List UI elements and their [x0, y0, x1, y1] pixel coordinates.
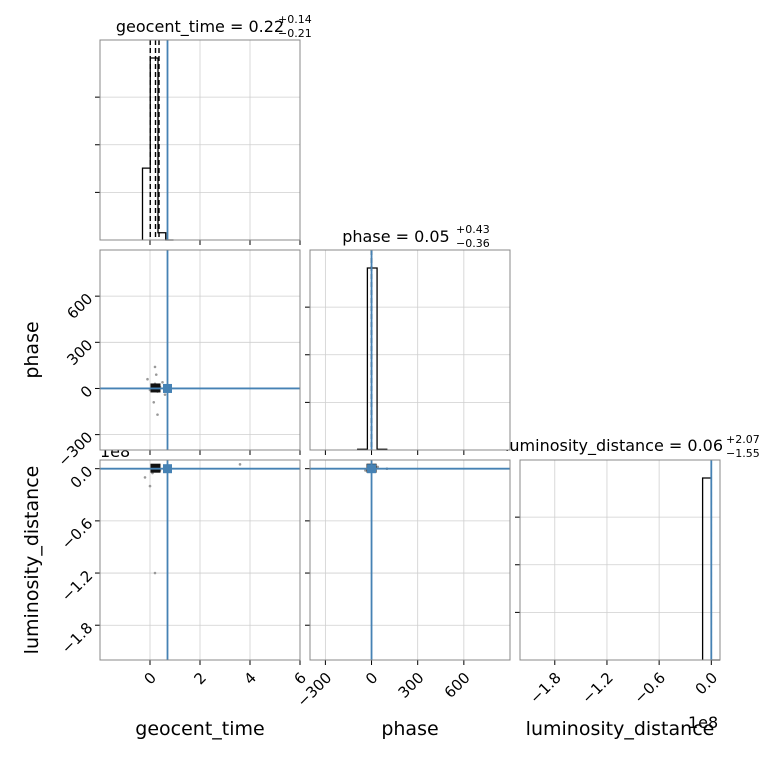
- scatter-panel-phase-luminosity_distance-point-2: [376, 465, 379, 469]
- offset-label-lum-x: 1e8: [688, 713, 718, 732]
- scatter-panel-phase-luminosity_distance-border: [309, 459, 511, 661]
- hist-panel-geocent_time: [95, 39, 301, 245]
- tick-label-x-phase-3: 600: [441, 669, 474, 702]
- hist-panel-luminosity_distance-border: [519, 459, 721, 661]
- scatter-panel-phase-luminosity_distance-bg: [310, 460, 510, 660]
- hist-panel-geocent_time-bars: [141, 57, 174, 241]
- tick-label-y-luminosity_distance-0: −1.8: [58, 619, 96, 657]
- tick-label-x-phase-1: 0: [362, 669, 381, 688]
- scatter-panel-geocent_time-phase-point-10: [154, 373, 158, 376]
- scatter-panel-geocent_time-phase-point-9: [163, 393, 167, 396]
- title-lum-sub: −1.55: [726, 447, 760, 460]
- scatter-panel-geocent_time-phase: −300 0 300 600: [55, 249, 301, 470]
- tick-label-y-phase-2: 300: [63, 336, 96, 369]
- title-luminosity-distance: luminosity_distance = 0.06: [505, 436, 723, 456]
- xlabel-luminosity-distance: luminosity_distance: [526, 718, 715, 740]
- scatter-panel-phase-luminosity_distance: −300 0 300 600: [293, 459, 511, 711]
- tick-label-x-phase-2: 300: [395, 669, 428, 702]
- scatter-panel-geocent_time-phase-point-5: [161, 381, 164, 384]
- scatter-panel-phase-luminosity_distance-point-3: [364, 469, 367, 472]
- xlabel-geocent-time: geocent_time: [135, 718, 264, 740]
- tick-label-x-geocent_time-1: 2: [190, 669, 209, 688]
- tick-label-y-phase-1: 0: [77, 382, 96, 401]
- hist-panel-geocent_time-border: [99, 39, 301, 241]
- tick-label-y-luminosity_distance-3: 0.0: [67, 462, 97, 492]
- scatter-panel-geocent_time-phase-point-8: [146, 377, 149, 381]
- tick-label-x-luminosity_distance-0: −1.8: [526, 669, 564, 707]
- scatter-panel-geocent_time-phase-border: [99, 249, 301, 451]
- tick-label-x-luminosity_distance-1: −1.2: [578, 669, 616, 707]
- scatter-panel-geocent_time-luminosity_distance-point-6: [148, 484, 152, 488]
- ylabel-phase: phase: [21, 321, 43, 378]
- title-phase-sub: −0.36: [456, 237, 490, 250]
- title-geocent-time: geocent_time = 0.22: [116, 17, 284, 37]
- tick-label-y-luminosity_distance-2: −0.6: [58, 515, 96, 553]
- title-geocent-time-sub: −0.21: [278, 27, 312, 40]
- scatter-panel-geocent_time-phase-truth-marker: [163, 383, 172, 393]
- scatter-panel-geocent_time-luminosity_distance-border: [99, 459, 301, 661]
- tick-label-x-geocent_time-0: 0: [140, 669, 159, 688]
- tick-label-y-phase-3: 600: [63, 290, 96, 323]
- hist-panel-phase-bg: [310, 250, 510, 450]
- scatter-panel-geocent_time-phase-point-6: [153, 365, 157, 369]
- scatter-panel-geocent_time-luminosity_distance-truth-marker: [163, 464, 172, 474]
- title-phase-sup: +0.43: [456, 223, 490, 236]
- ylabel-luminosity-distance: luminosity_distance: [21, 466, 43, 655]
- hist-panel-phase: [305, 249, 511, 455]
- title-lum-sup: +2.07: [726, 433, 760, 446]
- hist-panel-luminosity_distance: −1.8 −1.2 −0.6 0.0: [515, 459, 722, 707]
- hist-panel-luminosity_distance-bg: [520, 460, 720, 660]
- title-geocent-time-sup: +0.14: [278, 13, 312, 26]
- hist-panel-phase-border: [309, 249, 511, 451]
- tick-label-y-phase-0: −300: [55, 428, 97, 470]
- title-phase: phase = 0.05: [342, 227, 449, 246]
- scatter-panel-geocent_time-phase-point-7: [156, 413, 159, 416]
- scatter-panel-geocent_time-luminosity_distance-point-3: [153, 571, 157, 575]
- tick-label-y-luminosity_distance-1: −1.2: [58, 567, 96, 605]
- tick-label-x-luminosity_distance-2: −0.6: [631, 669, 669, 707]
- tick-label-x-luminosity_distance-3: 0.0: [692, 669, 722, 699]
- tick-label-x-geocent_time-2: 4: [240, 669, 259, 688]
- xlabel-phase: phase: [381, 718, 438, 740]
- scatter-panel-geocent_time-luminosity_distance-point-2: [143, 476, 147, 479]
- scatter-panel-phase-luminosity_distance-truth-marker: [367, 464, 377, 474]
- scatter-panel-geocent_time-phase-point-11: [152, 401, 156, 404]
- scatter-panel-geocent_time-luminosity_distance: 0 2 4 6−1.8−1.2−0.60.0: [58, 459, 310, 688]
- scatter-panel-geocent_time-luminosity_distance-point-4: [238, 463, 242, 466]
